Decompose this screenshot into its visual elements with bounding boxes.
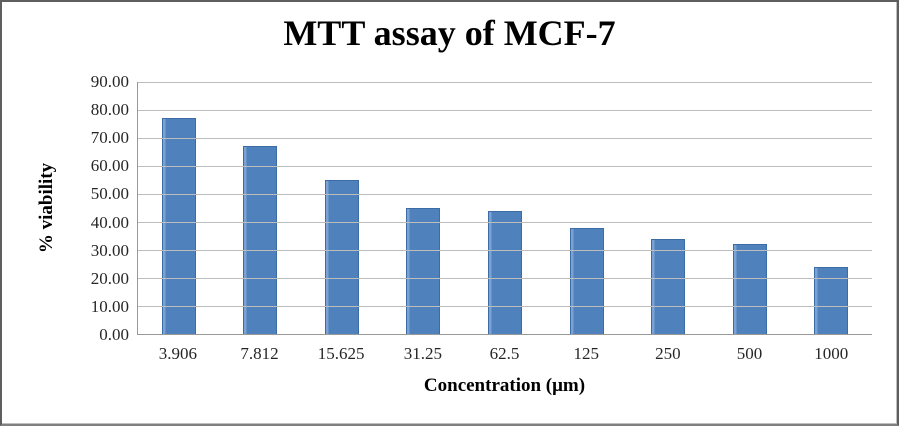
- gridline: [138, 194, 872, 195]
- y-tick-label: 70.00: [90, 128, 129, 148]
- chart-title: MTT assay of MCF-7: [283, 13, 616, 53]
- y-tick-label: 40.00: [90, 212, 129, 232]
- x-tick-label: 1000: [814, 344, 849, 363]
- bar-cell: [627, 82, 709, 334]
- y-tick-label: 50.00: [90, 184, 129, 204]
- bar-series: [138, 82, 872, 334]
- bar-cell: [220, 82, 302, 334]
- bar: [569, 227, 604, 334]
- bar: [324, 180, 359, 334]
- bar-cell: [138, 82, 220, 334]
- x-axis-title: Concentration (μm): [423, 375, 586, 396]
- bar: [243, 146, 278, 334]
- bar-cell: [383, 82, 465, 334]
- x-tick-label: 15.625: [317, 344, 365, 363]
- gridline: [138, 82, 872, 83]
- x-tick-label: 500: [736, 344, 763, 363]
- x-tick-label: 31.25: [403, 344, 442, 363]
- gridline: [138, 278, 872, 279]
- bar-cell: [709, 82, 791, 334]
- x-tick-label: 3.906: [158, 344, 197, 363]
- gridline: [138, 250, 872, 251]
- bar: [814, 266, 849, 334]
- gridline: [138, 222, 872, 223]
- bar: [732, 244, 767, 334]
- gridline: [138, 166, 872, 167]
- y-tick-label: 0.00: [99, 325, 129, 344]
- bar-cell: [791, 82, 873, 334]
- bar: [406, 208, 441, 334]
- y-tick-label: 10.00: [90, 296, 129, 316]
- bar: [161, 118, 196, 334]
- bar-cell: [546, 82, 628, 334]
- x-axis-category-labels: 3.906 7.812 15.625 31.25 62.5 125 250 500 1000: [137, 344, 872, 364]
- y-tick-label: 80.00: [90, 100, 129, 120]
- y-axis-title: % viability: [36, 162, 57, 254]
- bar-cell: [464, 82, 546, 334]
- y-tick-label: 90.00: [90, 72, 129, 91]
- gridline: [138, 110, 872, 111]
- plot-area: [137, 82, 872, 335]
- gridline: [138, 306, 872, 307]
- y-tick-label: 30.00: [90, 240, 129, 260]
- x-tick-label: 250: [655, 344, 681, 363]
- y-tick-label: 60.00: [90, 156, 129, 176]
- x-tick-label: 62.5: [489, 344, 520, 363]
- y-tick-label: 20.00: [90, 268, 129, 288]
- y-axis-tick-labels: 0.00 10.00 20.00 30.00 40.00 50.00 60.00 70.00 8…: [32, 72, 129, 344]
- x-tick-label: 125: [573, 344, 599, 363]
- x-tick-label: 7.812: [240, 344, 279, 363]
- bar: [651, 238, 686, 334]
- bar: [488, 210, 523, 334]
- bar-cell: [301, 82, 383, 334]
- gridline: [138, 138, 872, 139]
